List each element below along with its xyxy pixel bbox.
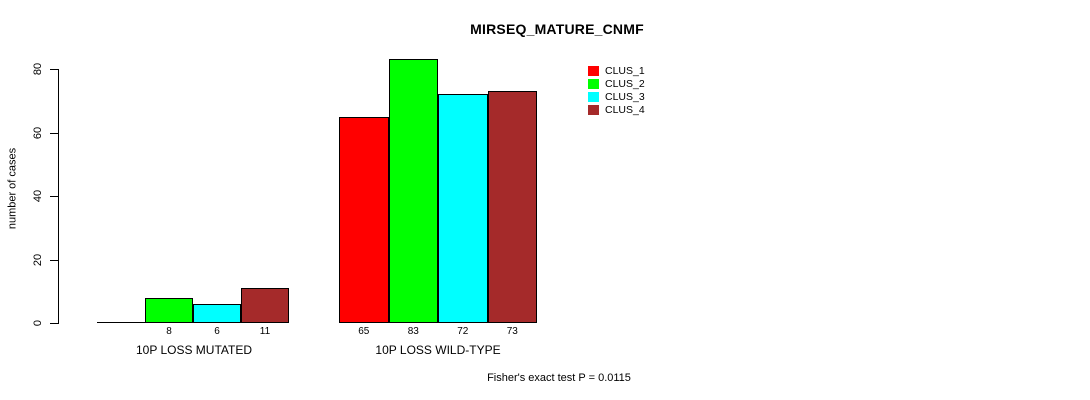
bar-value-label: 11: [259, 326, 271, 337]
y-tick-label: 60: [32, 126, 44, 140]
bar: [487, 91, 537, 323]
legend-swatch-clus-2: [588, 78, 599, 89]
legend-item-clus-1: CLUS_1: [588, 64, 645, 77]
bar-value-label: 8: [166, 326, 172, 337]
legend-item-clus-3: CLUS_3: [588, 90, 645, 103]
bar: [193, 304, 241, 323]
bar-value-label: 6: [214, 326, 220, 337]
y-tick: [50, 69, 58, 70]
y-tick-label: 0: [32, 319, 44, 327]
bar: [241, 288, 289, 323]
legend-swatch-clus-4: [588, 104, 599, 115]
legend-swatch-clus-3: [588, 91, 599, 102]
bar-value-label: 72: [457, 326, 469, 337]
y-tick: [50, 260, 58, 261]
y-axis-line: [58, 69, 59, 324]
y-tick-label: 20: [32, 253, 44, 267]
bar: [388, 59, 438, 323]
legend-item-clus-2: CLUS_2: [588, 77, 645, 90]
legend: CLUS_1 CLUS_2 CLUS_3 CLUS_4: [588, 64, 645, 116]
bar-value-label: 73: [506, 326, 518, 337]
x-category-label-mutated: 10P LOSS MUTATED: [135, 343, 253, 357]
legend-swatch-clus-1: [588, 65, 599, 76]
chart-title: MIRSEQ_MATURE_CNMF: [470, 21, 644, 37]
legend-item-clus-4: CLUS_4: [588, 103, 645, 116]
y-tick: [50, 133, 58, 134]
y-tick-label: 80: [32, 62, 44, 76]
bar: [339, 117, 389, 323]
legend-label-clus-4: CLUS_4: [605, 103, 645, 116]
bar: [145, 298, 193, 323]
y-axis-label: number of cases: [6, 147, 19, 230]
bar: [438, 94, 488, 323]
y-tick: [50, 323, 58, 324]
legend-label-clus-2: CLUS_2: [605, 77, 645, 90]
stat-annotation: Fisher's exact test P = 0.0115: [487, 372, 631, 384]
bar-value-label: 83: [407, 326, 419, 337]
bar-value-label: 65: [358, 326, 370, 337]
y-tick-label: 40: [32, 189, 44, 203]
bar-zero-height: [97, 322, 146, 323]
legend-label-clus-3: CLUS_3: [605, 90, 645, 103]
legend-label-clus-1: CLUS_1: [605, 64, 645, 77]
y-tick: [50, 196, 58, 197]
x-category-label-wildtype: 10P LOSS WILD-TYPE: [375, 343, 501, 357]
